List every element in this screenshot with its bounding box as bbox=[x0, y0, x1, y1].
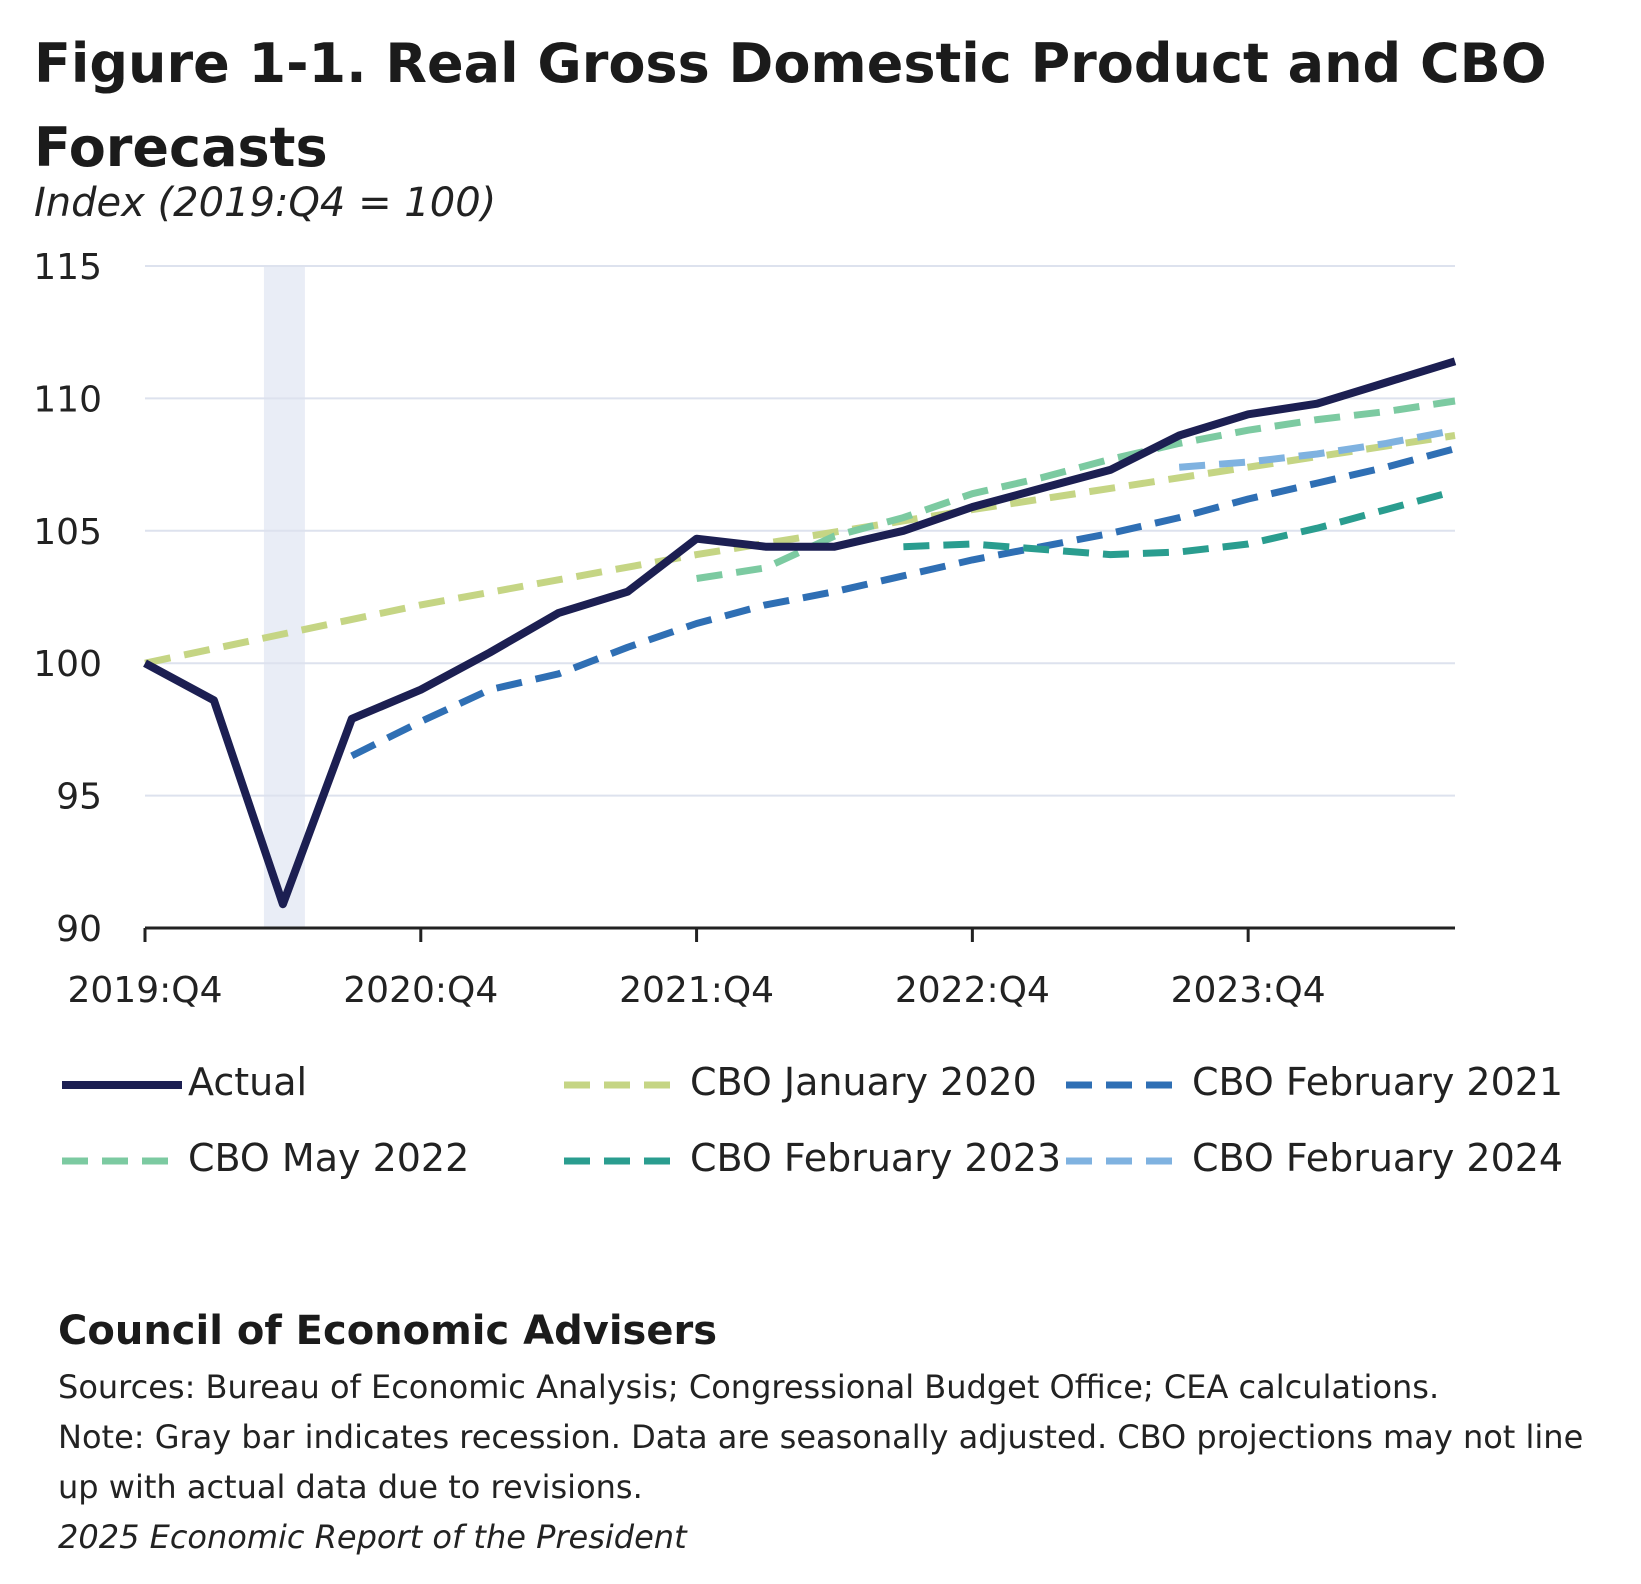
legend-swatch-cbo-february-2021 bbox=[1066, 1081, 1186, 1089]
legend-label: Actual bbox=[188, 1060, 308, 1104]
y-tick-label: 115 bbox=[33, 247, 102, 288]
legend-item-cbo-may-2022: CBO May 2022 bbox=[62, 1128, 622, 1188]
series-line-actual bbox=[143, 357, 1457, 909]
legend-swatch-cbo-february-2024 bbox=[1066, 1157, 1186, 1165]
legend-swatch-cbo-february-2023 bbox=[564, 1157, 684, 1165]
series-line-cbo-february-2024 bbox=[1178, 426, 1456, 471]
legend-label: CBO May 2022 bbox=[188, 1136, 470, 1180]
figure-footer: Council of Economic Advisers Sources: Bu… bbox=[58, 1308, 1618, 1562]
y-tick-label: 105 bbox=[33, 512, 102, 553]
legend-label: CBO February 2024 bbox=[1192, 1136, 1564, 1180]
footer-note: Note: Gray bar indicates recession. Data… bbox=[58, 1418, 1584, 1506]
legend-label: CBO February 2023 bbox=[690, 1136, 1062, 1180]
legend-item-actual: Actual bbox=[62, 1052, 622, 1112]
legend-swatch-cbo-january-2020 bbox=[564, 1081, 684, 1089]
recession-band bbox=[263, 266, 305, 928]
footer-report: 2025 Economic Report of the President bbox=[58, 1518, 687, 1556]
y-tick-label: 100 bbox=[33, 644, 102, 685]
legend-item-cbo-february-2023: CBO February 2023 bbox=[564, 1128, 1124, 1188]
chart-subtitle: Index (2019:Q4 = 100) bbox=[34, 180, 497, 226]
chart-plot: 90 95 100 105 110 115 2019:Q4 2020:Q4 2021:Q4 202… bbox=[33, 247, 1457, 1011]
footer-org: Council of Economic Advisers bbox=[58, 1308, 718, 1354]
legend-label: CBO February 2021 bbox=[1192, 1060, 1564, 1104]
x-tick-label: 2019:Q4 bbox=[68, 970, 223, 1011]
chart-title: Figure 1-1. Real Gross Domestic Product … bbox=[34, 32, 1547, 179]
series-line-cbo-february-2023 bbox=[903, 487, 1456, 559]
y-tick-label: 90 bbox=[56, 909, 102, 950]
legend-swatch-actual bbox=[62, 1081, 182, 1089]
y-tick-label: 110 bbox=[33, 379, 102, 420]
footer-sources: Sources: Bureau of Economic Analysis; Co… bbox=[58, 1368, 1440, 1406]
x-tick-label: 2023:Q4 bbox=[1171, 970, 1326, 1011]
y-tick-label: 95 bbox=[56, 777, 102, 818]
legend-swatch-cbo-may-2022 bbox=[62, 1157, 182, 1165]
legend-item-cbo-february-2024: CBO February 2024 bbox=[1066, 1128, 1626, 1188]
legend-label: CBO January 2020 bbox=[690, 1060, 1037, 1104]
series-line-cbo-january-2020 bbox=[144, 432, 1456, 667]
x-tick-label: 2022:Q4 bbox=[895, 970, 1050, 1011]
series-line-cbo-february-2021 bbox=[350, 445, 1456, 760]
x-tick-label: 2020:Q4 bbox=[343, 970, 498, 1011]
legend-item-cbo-february-2021: CBO February 2021 bbox=[1066, 1052, 1626, 1112]
x-tick-label: 2021:Q4 bbox=[619, 970, 774, 1011]
legend-item-cbo-january-2020: CBO January 2020 bbox=[564, 1052, 1124, 1112]
series-line-cbo-may-2022 bbox=[696, 397, 1456, 582]
